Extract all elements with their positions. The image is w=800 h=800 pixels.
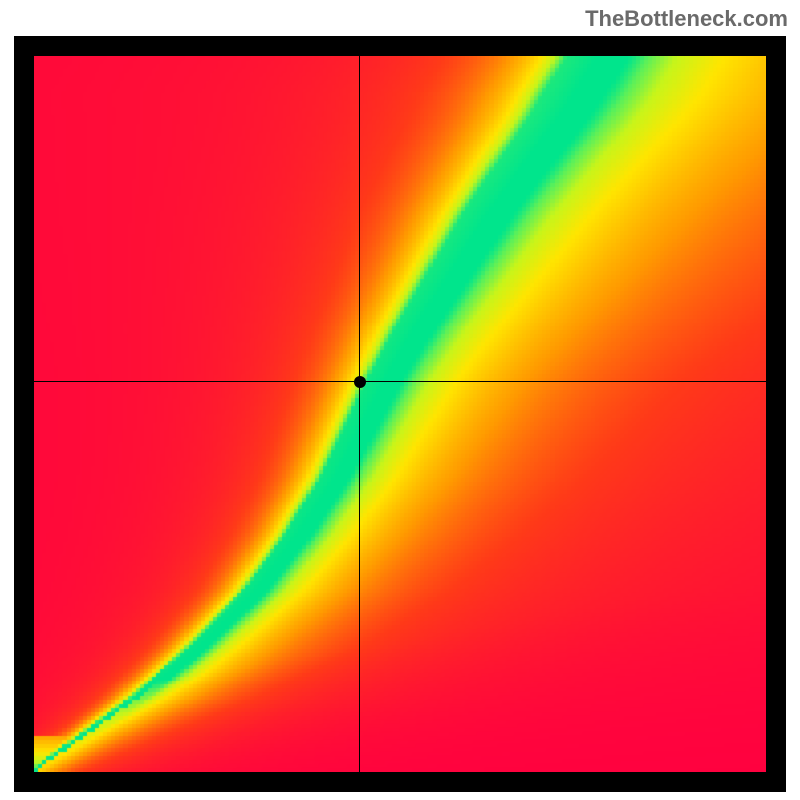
selected-point-marker	[354, 376, 366, 388]
plot-inner	[34, 56, 766, 772]
watermark-text: TheBottleneck.com	[585, 6, 788, 32]
heatmap-canvas	[34, 56, 766, 772]
chart-container: TheBottleneck.com	[0, 0, 800, 800]
plot-frame	[14, 36, 786, 792]
crosshair-horizontal	[34, 381, 766, 382]
crosshair-vertical	[359, 56, 360, 772]
